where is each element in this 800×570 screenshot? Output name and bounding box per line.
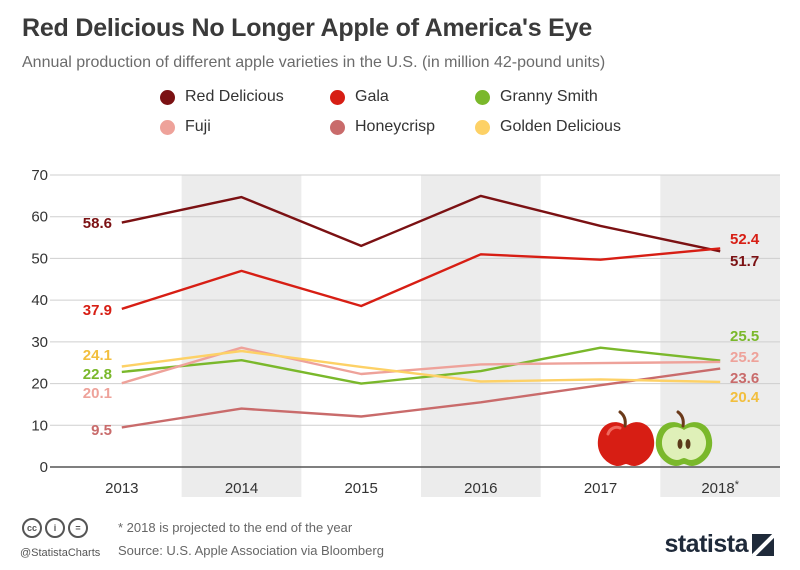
red-apple-icon <box>597 410 655 466</box>
footnote: * 2018 is projected to the end of the ye… <box>118 520 353 535</box>
x-axis-ticks: 2013 2014 2015 2016 2017 2018* <box>105 479 740 497</box>
chart-title: Red Delicious No Longer Apple of America… <box>22 14 593 42</box>
start-label-fuji: 20.1 <box>83 385 112 402</box>
footer: cc i = @StatistaCharts * 2018 is project… <box>0 508 800 570</box>
chart-subtitle: Annual production of different apple var… <box>22 54 606 71</box>
y-tick-label-30: 30 <box>31 334 48 351</box>
start-label-golden-delicious: 24.1 <box>83 347 112 364</box>
green-apple-half-icon <box>655 410 713 466</box>
end-label-golden-delicious: 20.4 <box>730 389 760 406</box>
y-tick-label-10: 10 <box>31 417 48 434</box>
legend-swatch-granny-smith <box>475 89 490 105</box>
legend-label-red-delicious: Red Delicious <box>185 88 284 105</box>
start-label-red-delicious: 58.6 <box>83 215 112 232</box>
y-tick-label-20: 20 <box>31 376 48 393</box>
source-text: Source: U.S. Apple Association via Bloom… <box>118 543 384 558</box>
x-tick-note-marker: * <box>735 479 740 491</box>
legend-item-red-delicious: Red Delicious <box>160 88 284 106</box>
series-line-red-delicious <box>121 194 721 253</box>
y-tick-label-60: 60 <box>31 209 48 226</box>
series-line-gala <box>121 247 721 311</box>
y-axis-ticks: 0 10 20 30 40 50 60 70 <box>31 167 48 476</box>
start-label-granny-smith: 22.8 <box>83 366 112 383</box>
series-lines <box>121 194 721 429</box>
legend-item-honeycrisp: Honeycrisp <box>330 118 435 136</box>
no-derivatives-icon: = <box>68 518 88 538</box>
legend-label-fuji: Fuji <box>185 118 211 135</box>
legend-swatch-golden-delicious <box>475 119 490 135</box>
series-line-golden-delicious <box>121 349 721 384</box>
legend-item-golden-delicious: Golden Delicious <box>475 118 621 136</box>
x-tick-label-2016: 2016 <box>464 480 497 497</box>
year-band-2014 <box>181 175 302 497</box>
end-label-honeycrisp: 23.6 <box>730 370 759 387</box>
license-icons: cc i = <box>22 518 88 538</box>
legend-item-granny-smith: Granny Smith <box>475 88 598 106</box>
x-tick-label-2014: 2014 <box>225 480 258 497</box>
statista-handle[interactable]: @StatistaCharts <box>20 547 101 559</box>
gridlines <box>50 174 780 468</box>
series-line-granny-smith <box>121 346 721 385</box>
legend-label-honeycrisp: Honeycrisp <box>355 118 436 135</box>
year-band-2016 <box>421 175 541 497</box>
end-label-fuji: 25.2 <box>730 349 759 366</box>
x-tick-label-2017: 2017 <box>584 480 617 497</box>
legend-swatch-red-delicious <box>160 89 175 105</box>
legend-swatch-honeycrisp <box>330 119 345 135</box>
legend-swatch-fuji <box>160 119 175 135</box>
end-label-red-delicious: 51.7 <box>730 253 759 270</box>
end-label-gala: 52.4 <box>730 231 760 248</box>
start-label-honeycrisp: 9.5 <box>91 422 112 439</box>
brand-wordmark: statista <box>664 530 748 558</box>
legend-swatch-gala <box>330 89 345 105</box>
legend-label-granny-smith: Granny Smith <box>500 88 598 105</box>
legend-item-gala: Gala <box>330 88 389 106</box>
series-value-labels: 58.6 51.7 37.9 52.4 22.8 25.5 20.1 25.2 9.5 23.6 2… <box>83 215 760 439</box>
creative-commons-icon: cc <box>22 518 42 538</box>
x-tick-label-2013: 2013 <box>105 480 138 497</box>
statista-logo-icon <box>752 533 774 556</box>
y-tick-label-40: 40 <box>31 292 48 309</box>
y-tick-label-70: 70 <box>31 167 48 184</box>
y-tick-label-50: 50 <box>31 250 48 267</box>
legend-label-golden-delicious: Golden Delicious <box>500 118 621 135</box>
line-chart: 0 10 20 30 40 50 60 70 2013 2014 2015 2016 2017 2018… <box>31 167 780 497</box>
attribution-icon: i <box>45 518 65 538</box>
alternating-year-bands <box>181 175 780 497</box>
legend-item-fuji: Fuji <box>160 118 211 136</box>
y-tick-label-0: 0 <box>40 459 48 476</box>
series-line-honeycrisp <box>121 367 721 429</box>
x-tick-label-2018: 2018* <box>701 479 739 497</box>
legend-label-gala: Gala <box>355 88 389 105</box>
apple-illustration <box>597 410 713 466</box>
start-label-gala: 37.9 <box>83 302 112 319</box>
end-label-granny-smith: 25.5 <box>730 328 759 345</box>
statista-logo[interactable]: statista <box>664 530 774 559</box>
x-tick-label-2015: 2015 <box>344 480 377 497</box>
